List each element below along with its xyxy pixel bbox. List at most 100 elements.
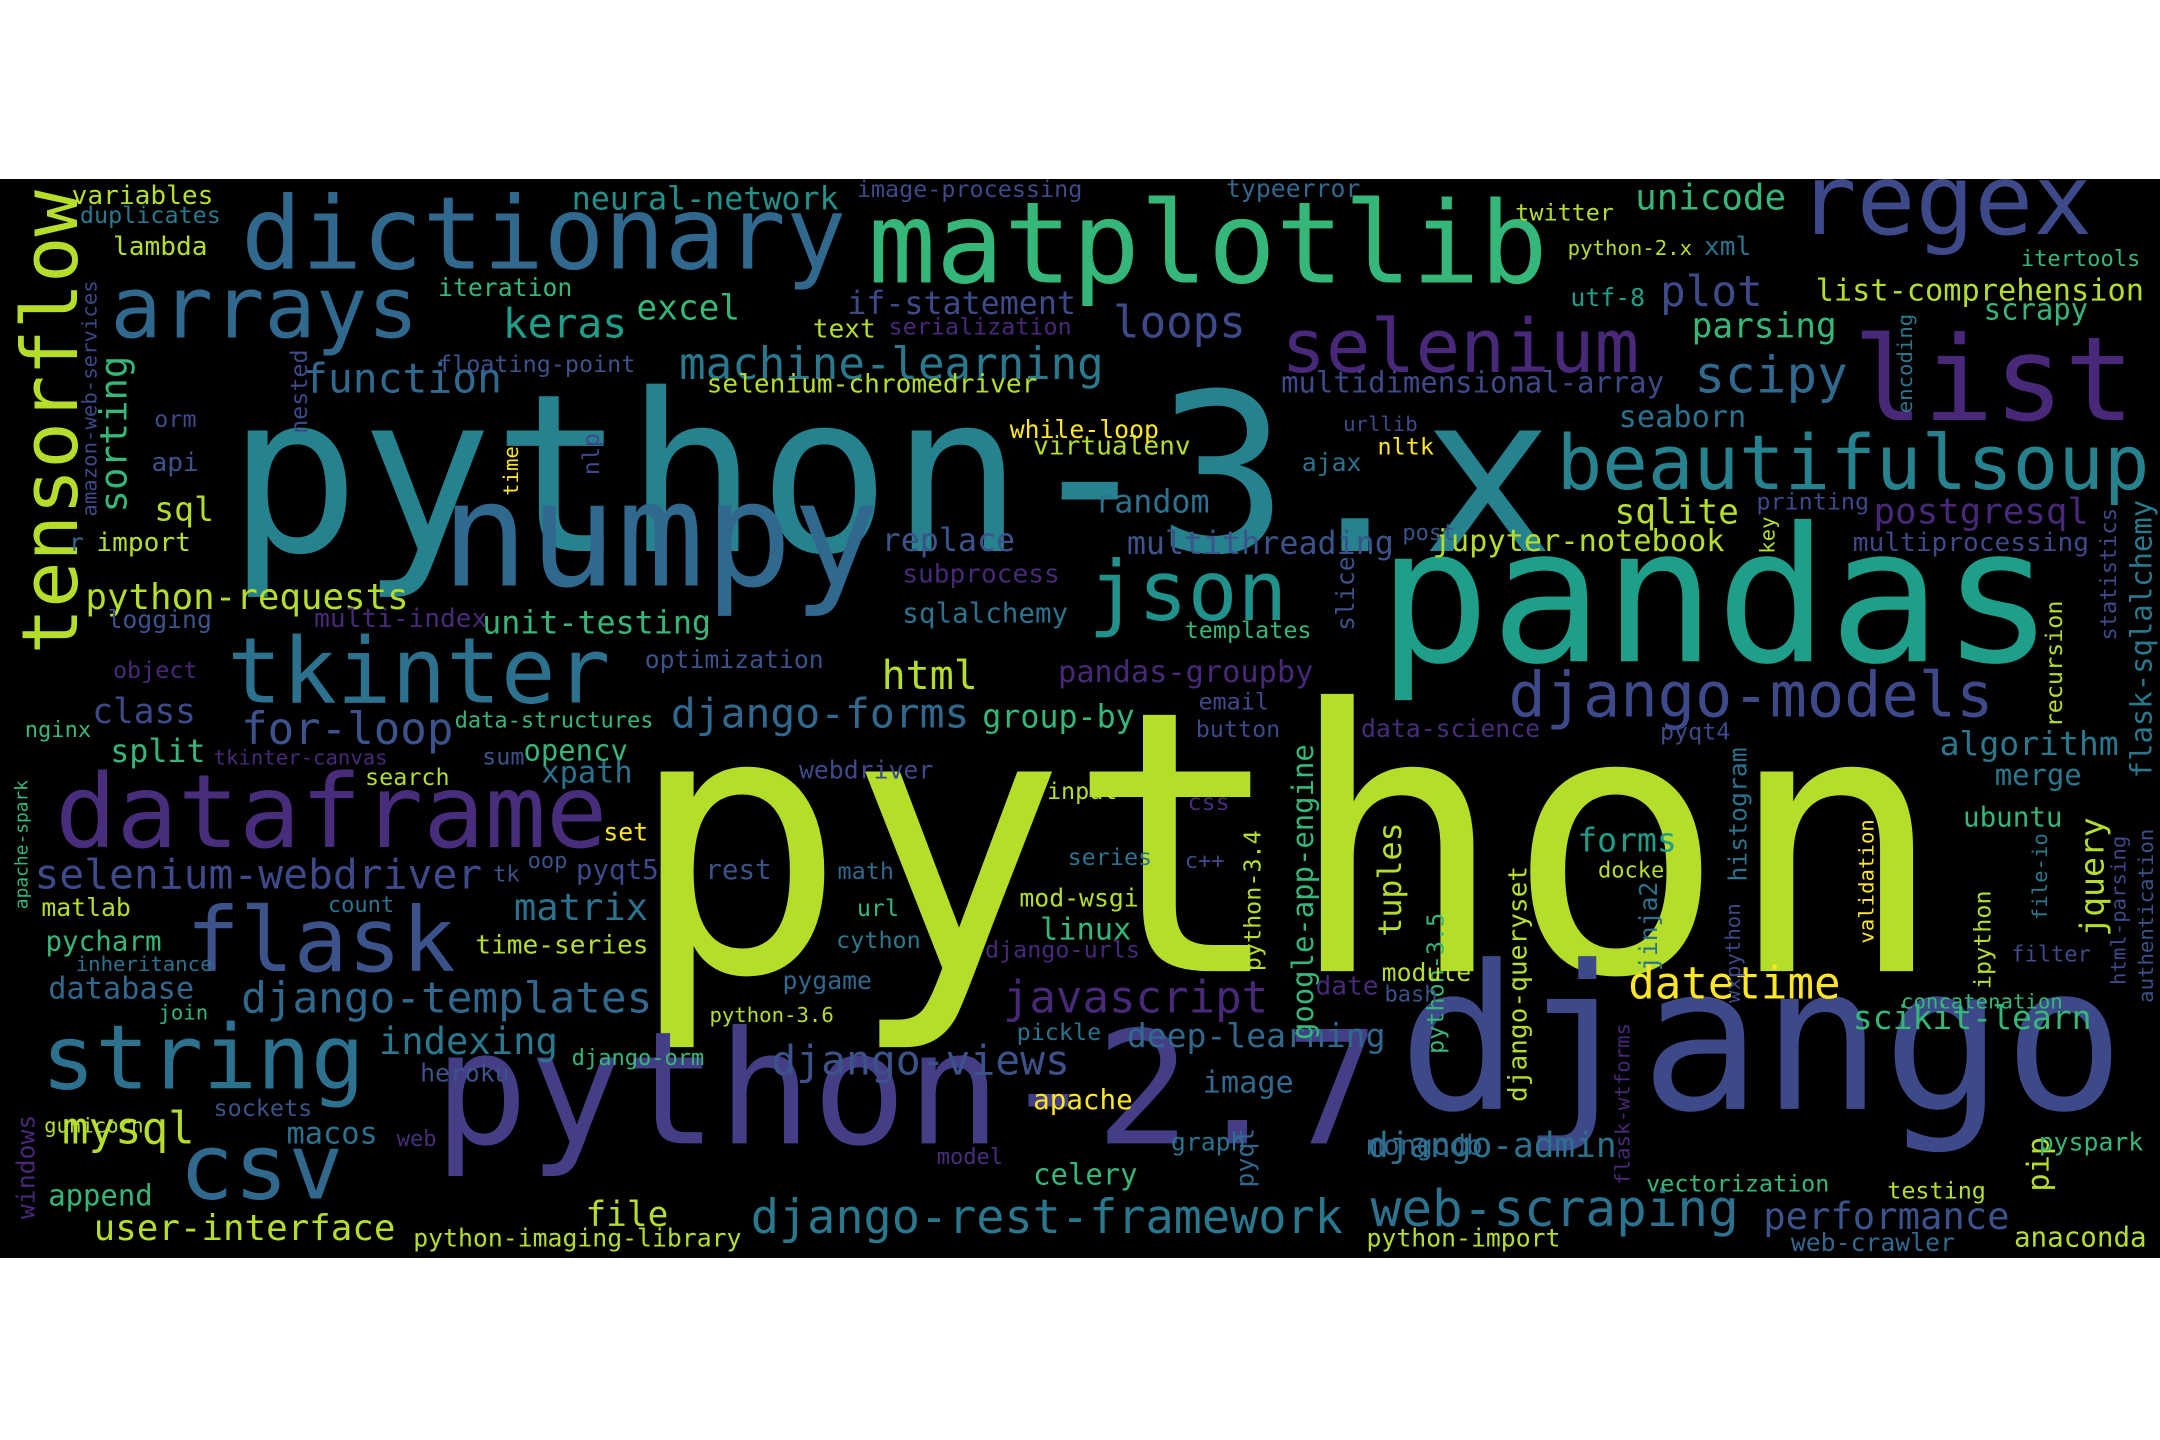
word: multi-index bbox=[314, 604, 487, 634]
word: matlab bbox=[41, 893, 131, 922]
word: pyqt5 bbox=[576, 854, 659, 886]
word: datetime bbox=[1628, 959, 1840, 1010]
word: django-urls bbox=[985, 935, 1140, 963]
word: sockets bbox=[214, 1094, 313, 1122]
word: math bbox=[838, 857, 894, 885]
word: image bbox=[1203, 1065, 1294, 1100]
word: iteration bbox=[438, 273, 572, 302]
word: function bbox=[303, 355, 502, 403]
word: ajax bbox=[1302, 448, 1362, 477]
word: sum bbox=[482, 743, 524, 771]
word: apache bbox=[1033, 1084, 1133, 1116]
word: nginx bbox=[25, 718, 91, 743]
word: subprocess bbox=[902, 560, 1059, 590]
word: python-requests bbox=[85, 577, 408, 618]
word: rest bbox=[705, 854, 771, 886]
word: duplicates bbox=[80, 201, 221, 229]
word: orm bbox=[154, 405, 196, 433]
word: tkinter bbox=[227, 620, 610, 725]
word: filter bbox=[2011, 943, 2091, 968]
word: date bbox=[1316, 972, 1379, 1002]
word: opencv bbox=[523, 733, 627, 767]
word: email bbox=[1198, 687, 1268, 715]
word: csv bbox=[179, 1115, 343, 1220]
word: user-interface bbox=[94, 1208, 396, 1249]
word: key bbox=[1755, 516, 1779, 553]
word: tk bbox=[493, 863, 520, 888]
word: class bbox=[92, 692, 196, 732]
word: python-imaging-library bbox=[413, 1224, 741, 1253]
word: matplotlib bbox=[868, 177, 1548, 309]
word: sqlalchemy bbox=[902, 598, 1068, 630]
word: serialization bbox=[889, 313, 1072, 341]
word: search bbox=[365, 763, 450, 791]
word: for-loop bbox=[241, 704, 453, 755]
word: indexing bbox=[379, 1019, 558, 1063]
background bbox=[0, 179, 2160, 1258]
word: dictionary bbox=[241, 176, 846, 293]
word: jinja2 bbox=[1634, 882, 1663, 972]
word: performance bbox=[1763, 1194, 2009, 1238]
word: twitter bbox=[1515, 198, 1614, 226]
word: parsing bbox=[1692, 307, 1837, 347]
word: series bbox=[1068, 843, 1153, 871]
word: import bbox=[96, 528, 190, 558]
word: c++ bbox=[1185, 849, 1225, 874]
word: django-orm bbox=[572, 1046, 705, 1071]
word: floating-point bbox=[438, 350, 635, 378]
word: input bbox=[1047, 777, 1117, 805]
word: optimization bbox=[645, 645, 824, 674]
word: group-by bbox=[982, 699, 1135, 735]
word: python-2.7 bbox=[434, 998, 1379, 1181]
word: webdriver bbox=[799, 755, 933, 784]
word: merge bbox=[1995, 758, 2082, 792]
word: itertools bbox=[2021, 247, 2140, 272]
word: data-science bbox=[1361, 714, 1540, 743]
word: post bbox=[1402, 521, 1455, 546]
word: lambda bbox=[113, 232, 207, 262]
word: apache-spark bbox=[12, 780, 33, 909]
word: amazon-web-services bbox=[77, 280, 101, 516]
word: time bbox=[499, 446, 523, 496]
word: pip bbox=[2021, 1137, 2056, 1192]
word: templates bbox=[1185, 616, 1312, 644]
word: list bbox=[1853, 311, 2135, 448]
word: python-3.6 bbox=[709, 1003, 833, 1027]
word: python-3.x bbox=[227, 346, 1554, 603]
word: selenium-chromedriver bbox=[707, 370, 1038, 400]
word: histogram bbox=[1724, 747, 1753, 881]
word: postgresql bbox=[1873, 491, 2089, 532]
word: random bbox=[1095, 484, 1209, 520]
word: data-structures bbox=[455, 708, 654, 733]
word: multiprocessing bbox=[1853, 528, 2089, 558]
word: sql bbox=[154, 490, 214, 529]
word: unit-testing bbox=[482, 606, 711, 642]
word: pyqt4 bbox=[1660, 718, 1730, 746]
word: mod-wsgi bbox=[1019, 883, 1138, 912]
word: django-forms bbox=[671, 689, 969, 737]
word: loops bbox=[1113, 298, 1246, 349]
word: javascript bbox=[1003, 973, 1268, 1024]
word: replace bbox=[882, 523, 1015, 559]
word: nlp bbox=[577, 433, 605, 475]
word: object bbox=[113, 656, 198, 684]
word: xml bbox=[1704, 232, 1751, 262]
word: recursion bbox=[2040, 601, 2068, 728]
word: python bbox=[627, 633, 1946, 1058]
word: linux bbox=[1040, 912, 1131, 947]
word: nltk bbox=[1378, 433, 1434, 461]
word: django-admin bbox=[1368, 1126, 1617, 1166]
word: pyqt bbox=[1231, 1128, 1260, 1188]
word: graph bbox=[1171, 1127, 1246, 1156]
word: logging bbox=[107, 605, 211, 634]
word: django-queryset bbox=[1503, 866, 1533, 1102]
word: forms bbox=[1577, 820, 1676, 859]
word: while-loop bbox=[1010, 415, 1159, 444]
word: authentication bbox=[2134, 829, 2158, 1003]
word: nested bbox=[285, 349, 313, 434]
word: scikit-learn bbox=[1853, 998, 2092, 1037]
word: multidimensional-array bbox=[1281, 366, 1664, 400]
